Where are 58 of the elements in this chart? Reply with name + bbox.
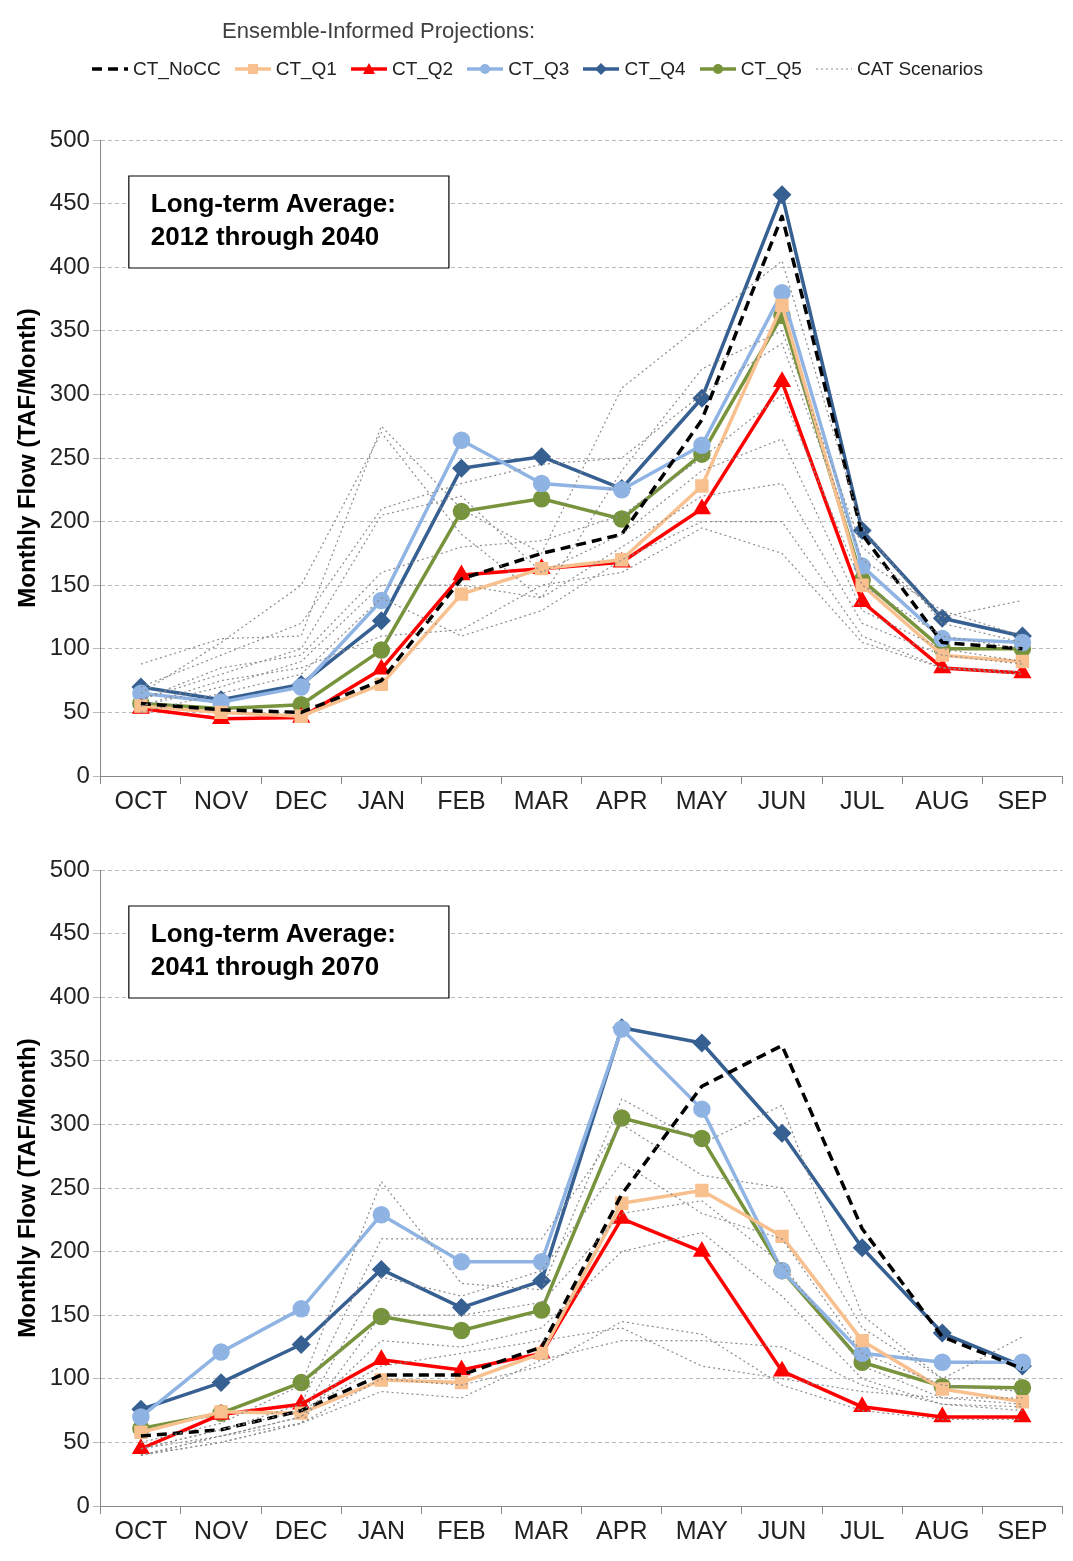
y-tick-label: 0 — [76, 1490, 90, 1518]
x-tick-label: MAR — [513, 1515, 570, 1544]
legend-label: CAT Scenarios — [856, 58, 983, 80]
y-tick-label: 250 — [49, 442, 90, 470]
y-tick-label: 400 — [49, 981, 90, 1009]
y-tick-label: 450 — [49, 188, 90, 216]
y-tick-label: 400 — [49, 251, 90, 279]
x-tick-label: AUG — [915, 1515, 970, 1544]
x-tick-label: FEB — [437, 1515, 486, 1544]
legend-label: CT_Q2 — [391, 58, 454, 80]
x-tick-label: JUL — [839, 785, 885, 814]
x-tick-label: APR — [596, 785, 648, 814]
y-tick-label: 0 — [76, 760, 90, 788]
x-tick-label: MAR — [513, 785, 570, 814]
y-tick-label: 100 — [49, 1363, 90, 1391]
x-tick-label: JAN — [357, 785, 405, 814]
legend-label: CT_NoCC — [133, 58, 221, 80]
x-tick-label: OCT — [114, 1515, 168, 1544]
x-tick-label: JUN — [757, 785, 807, 814]
y-tick-label: 500 — [49, 124, 90, 152]
x-tick-label: APR — [596, 1515, 648, 1544]
y-tick-label: 450 — [49, 918, 90, 946]
y-tick-label: 350 — [49, 1045, 90, 1073]
y-axis-title: Monthly Flow (TAF/Month) — [13, 1038, 41, 1338]
y-tick-label: 100 — [49, 633, 90, 661]
x-tick-label: NOV — [193, 785, 249, 814]
annotation: Long-term Average: 2012 through 2040 — [150, 188, 396, 252]
y-tick-label: 200 — [49, 1236, 90, 1264]
y-tick-label: 150 — [49, 1299, 90, 1327]
x-tick-label: AUG — [915, 785, 970, 814]
y-tick-label: 250 — [49, 1172, 90, 1200]
y-tick-label: 500 — [49, 854, 90, 882]
x-tick-label: JUL — [839, 1515, 885, 1544]
x-tick-label: JAN — [357, 1515, 405, 1544]
legend-label: CT_Q4 — [624, 58, 686, 80]
legend-label: CT_Q1 — [275, 58, 337, 80]
x-tick-label: OCT — [114, 785, 168, 814]
x-tick-label: FEB — [437, 785, 486, 814]
legend-label: CT_Q3 — [508, 58, 570, 80]
y-tick-label: 150 — [49, 569, 90, 597]
x-tick-label: DEC — [274, 785, 328, 814]
x-tick-label: DEC — [274, 1515, 328, 1544]
y-tick-label: 200 — [49, 506, 90, 534]
x-tick-label: SEP — [997, 1515, 1048, 1544]
y-tick-label: 300 — [49, 379, 90, 407]
x-tick-label: MAY — [675, 1515, 729, 1544]
y-tick-label: 300 — [49, 1109, 90, 1137]
x-tick-label: SEP — [997, 785, 1048, 814]
y-tick-label: 350 — [49, 315, 90, 343]
y-tick-label: 50 — [63, 1427, 90, 1455]
x-tick-label: NOV — [193, 1515, 249, 1544]
annotation: Long-term Average: 2041 through 2070 — [150, 918, 396, 982]
legend-title: Ensemble-Informed Projections: — [221, 18, 537, 44]
y-axis-title: Monthly Flow (TAF/Month) — [13, 308, 41, 608]
x-tick-label: JUN — [757, 1515, 807, 1544]
x-tick-label: MAY — [675, 785, 729, 814]
y-tick-label: 50 — [63, 697, 90, 725]
legend-label: CT_Q5 — [740, 58, 802, 80]
